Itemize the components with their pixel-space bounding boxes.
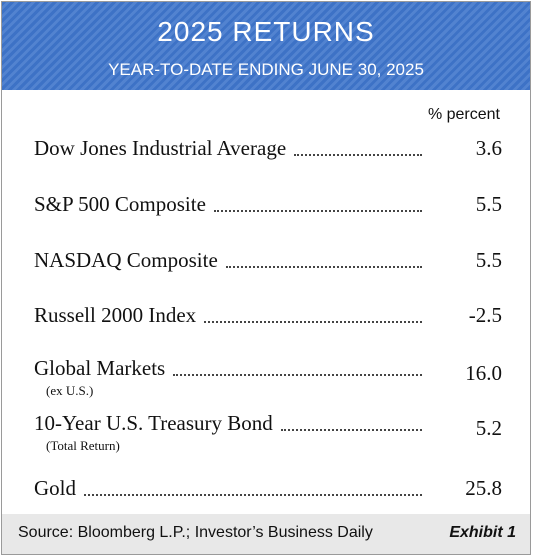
title: 2025 RETURNS bbox=[157, 16, 375, 47]
row-value: 25.8 bbox=[465, 476, 502, 500]
row-value: 5.5 bbox=[475, 248, 502, 272]
row-value: 5.2 bbox=[475, 416, 502, 440]
dot-leader bbox=[225, 266, 422, 268]
header: 2025 RETURNS YEAR-TO-DATE ENDING JUNE 30… bbox=[2, 2, 530, 90]
row-value: 3.6 bbox=[475, 136, 502, 160]
row-label: 10-Year U.S. Treasury Bond bbox=[34, 411, 273, 435]
dot-leader bbox=[84, 494, 422, 496]
footer: Source: Bloomberg L.P.; Investor’s Busin… bbox=[2, 514, 530, 554]
table-row: Dow Jones Industrial Average 3.6 bbox=[34, 135, 502, 161]
table-row: S&P 500 Composite 5.5 bbox=[34, 191, 502, 217]
dot-leader bbox=[294, 154, 422, 156]
dot-leader bbox=[213, 210, 422, 212]
table-row: 10-Year U.S. Treasury Bond 5.2 bbox=[34, 410, 502, 440]
table-row: Global Markets 16.0 bbox=[34, 355, 502, 385]
exhibit: Exhibit 1 bbox=[449, 524, 516, 541]
row-label: Russell 2000 Index bbox=[34, 303, 197, 327]
source: Source: Bloomberg L.P.; Investor’s Busin… bbox=[18, 524, 373, 541]
row-label: NASDAQ Composite bbox=[34, 248, 218, 272]
dot-leader bbox=[280, 429, 422, 431]
row-value: -2.5 bbox=[468, 303, 502, 327]
row-note: (ex U.S.) bbox=[46, 383, 94, 398]
row-label: Gold bbox=[34, 476, 76, 500]
unit-label: % percent bbox=[427, 106, 500, 123]
table-row: Gold 25.8 bbox=[34, 475, 502, 501]
row-label: S&P 500 Composite bbox=[34, 192, 206, 216]
table-row: NASDAQ Composite 5.5 bbox=[34, 247, 502, 273]
subtitle: YEAR-TO-DATE ENDING JUNE 30, 2025 bbox=[108, 60, 424, 79]
row-note: (Total Return) bbox=[46, 438, 120, 453]
dot-leader bbox=[204, 321, 422, 323]
table-row: Russell 2000 Index -2.5 bbox=[34, 302, 502, 328]
row-value: 5.5 bbox=[475, 192, 502, 216]
dot-leader bbox=[173, 374, 422, 376]
row-label: Dow Jones Industrial Average bbox=[34, 136, 287, 160]
row-value: 16.0 bbox=[465, 361, 502, 385]
row-label: Global Markets bbox=[34, 356, 166, 380]
